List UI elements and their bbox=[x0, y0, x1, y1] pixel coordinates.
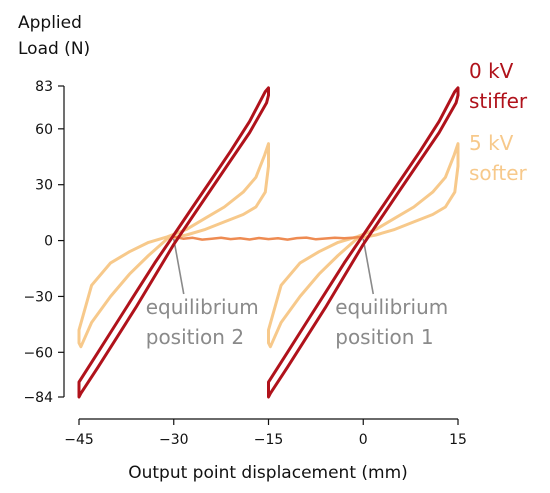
series-layer bbox=[77, 86, 460, 399]
legend-entry-line1: 0 kV bbox=[469, 59, 514, 83]
y-tick-label: 83 bbox=[35, 79, 53, 95]
series-loop-5kv-2 bbox=[267, 142, 460, 349]
x-tick-label: 15 bbox=[449, 432, 467, 448]
x-tick-label: −30 bbox=[159, 432, 189, 448]
annotation-pointer bbox=[172, 238, 185, 295]
annotation-line2: position 1 bbox=[335, 325, 433, 349]
x-tick-label: −15 bbox=[254, 432, 284, 448]
y-tick-label: −60 bbox=[23, 345, 53, 361]
x-tick-label: 0 bbox=[359, 432, 368, 448]
y-tick-label: 60 bbox=[35, 122, 53, 138]
y-axis-label-line1: Applied bbox=[18, 13, 82, 33]
annotation-line2: position 2 bbox=[146, 325, 244, 349]
legend-entry-line2: stiffer bbox=[469, 89, 528, 113]
y-axis-label-line2: Load (N) bbox=[18, 39, 90, 59]
annotations: equilibrium position 2 equilibrium position… bbox=[146, 238, 448, 349]
y-tick-label: 0 bbox=[44, 234, 53, 250]
series-loop-5kv-1 bbox=[77, 142, 270, 349]
series-loop-0kv-2 bbox=[267, 86, 460, 399]
y-tick-label: −84 bbox=[23, 390, 53, 406]
y-tick-label: −30 bbox=[23, 289, 53, 305]
x-axis-label: Output point displacement (mm) bbox=[128, 463, 408, 483]
annotation-line1: equilibrium bbox=[146, 295, 259, 319]
legend-entry-line2: softer bbox=[469, 161, 527, 185]
series-line-transition bbox=[173, 235, 364, 241]
y-tick-label: 30 bbox=[35, 178, 53, 194]
annotation-pointer bbox=[362, 238, 375, 295]
legend: 0 kV stiffer 5 kV softer bbox=[469, 59, 528, 185]
annotation-line1: equilibrium bbox=[335, 295, 448, 319]
x-tick-label: −45 bbox=[64, 432, 94, 448]
legend-entry-line1: 5 kV bbox=[469, 131, 514, 155]
series-loop-0kv-1 bbox=[77, 86, 270, 399]
y-axis: 83 60 30 0 −30 −60 −84 bbox=[23, 79, 65, 406]
x-axis: −45 −30 −15 0 15 bbox=[64, 418, 467, 448]
